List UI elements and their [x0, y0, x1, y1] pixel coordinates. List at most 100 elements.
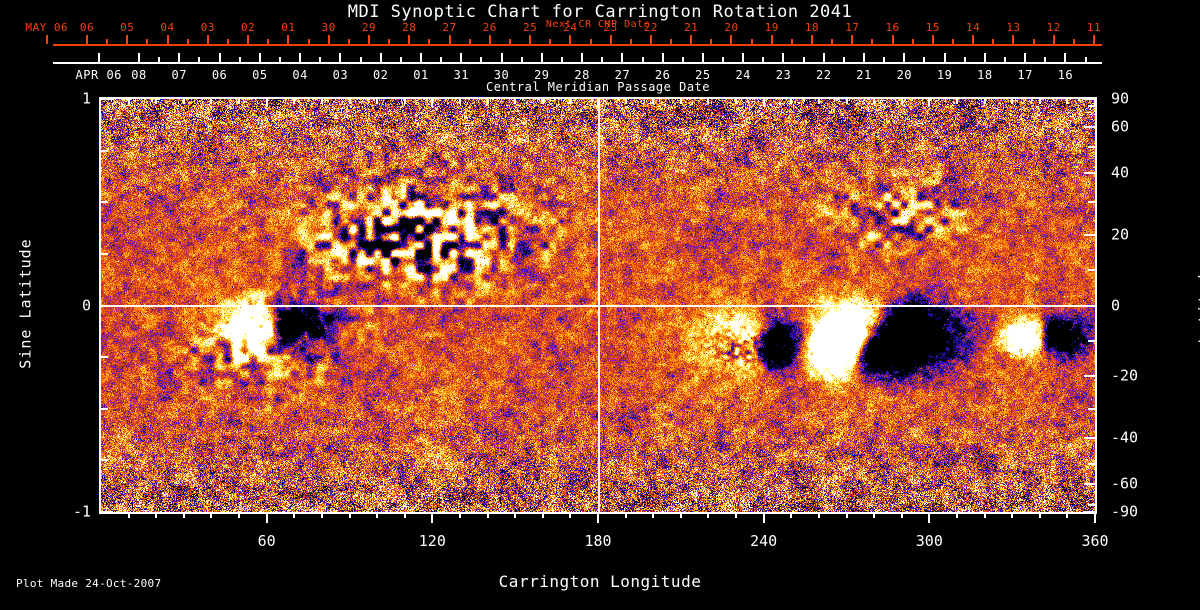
x-tick-top	[127, 99, 130, 104]
next-cr-date-label: 22	[643, 21, 659, 34]
x-tick-top	[928, 99, 931, 107]
cmp-tick-major	[983, 53, 986, 62]
plot-frame-right	[1095, 97, 1097, 514]
next-cr-tick-major	[166, 35, 169, 44]
next-cr-tick-minor	[710, 39, 713, 44]
x-tick	[348, 512, 351, 518]
cmp-tick-major	[258, 53, 261, 62]
cmp-tick-minor	[480, 57, 483, 62]
y-tick-right-minor	[1088, 340, 1096, 343]
x-tick	[1038, 512, 1041, 518]
cmp-tick-major	[782, 53, 785, 62]
y-tick-left	[101, 304, 113, 307]
cmp-tick-minor	[399, 57, 402, 62]
next-cr-date-label: 13	[1006, 21, 1021, 34]
cmp-date-label: 05	[252, 68, 268, 82]
next-cr-date-label: 03	[200, 21, 215, 34]
x-tick	[403, 512, 406, 518]
cmp-date-label: 01	[413, 68, 429, 82]
cmp-date-label: 23	[775, 68, 792, 82]
next-cr-date-label: 16	[885, 21, 900, 34]
next-cr-date-label: 02	[240, 21, 256, 34]
y-tick-right	[1084, 437, 1096, 440]
cmp-date-label: 02	[372, 68, 389, 82]
next-cr-date-label: 27	[442, 21, 457, 34]
y-tick-left	[101, 149, 108, 152]
cmp-tick-major	[742, 53, 745, 62]
x-tick-top	[458, 99, 461, 104]
y-tick-label-right: 90	[1111, 89, 1130, 108]
x-tick-top	[569, 99, 572, 104]
cmp-tick-minor	[923, 57, 926, 62]
x-tick	[376, 512, 379, 518]
cmp-tick-minor	[641, 57, 644, 62]
next-cr-tick-major	[408, 35, 411, 44]
x-tick-top	[900, 99, 903, 104]
cmp-tick-major	[419, 53, 422, 62]
y-tick-right-minor	[1088, 201, 1096, 204]
cmp-tick-major	[379, 53, 382, 62]
x-tick-label: 60	[257, 532, 276, 550]
next-cr-date-label: 12	[1046, 21, 1061, 34]
next-cr-tick-minor	[750, 39, 753, 44]
x-tick-top	[1011, 99, 1014, 104]
cmp-date-label: 16	[1057, 68, 1074, 82]
cmp-tick-major	[299, 53, 302, 62]
x-tick-top	[238, 99, 241, 104]
x-tick	[652, 512, 655, 518]
next-cr-date-label: 14	[966, 21, 981, 34]
y-tick-right	[1084, 171, 1096, 174]
next-cr-tick-major	[529, 35, 532, 44]
x-tick	[1094, 512, 1096, 523]
cmp-tick-major	[581, 53, 584, 62]
x-tick	[762, 512, 765, 523]
y-tick-right	[1084, 511, 1096, 513]
plot-frame-left	[99, 97, 101, 514]
next-cr-date-label: 06	[79, 21, 95, 34]
next-cr-tick-major	[1093, 35, 1095, 44]
y-tick-right	[1084, 98, 1096, 100]
cmp-tick-major	[460, 53, 463, 62]
x-tick-top	[762, 99, 765, 107]
cmp-date-label: 04	[292, 68, 308, 82]
y-tick-left	[101, 356, 108, 359]
next-cr-tick-minor	[226, 39, 229, 44]
y-tick-left	[101, 201, 108, 204]
cmp-tick-major	[1024, 53, 1027, 62]
x-tick	[707, 512, 710, 518]
next-cr-date-label: 21	[684, 21, 699, 34]
x-tick	[127, 512, 130, 518]
cmp-tick-major	[138, 53, 140, 62]
x-tick-top	[652, 99, 655, 104]
cmp-lead-label: APR 06	[75, 68, 122, 82]
next-cr-tick-major	[609, 35, 612, 44]
x-tick-top	[541, 99, 544, 104]
y-tick-label-left: -1	[72, 502, 91, 521]
next-cr-tick-major	[770, 35, 773, 44]
x-tick	[900, 512, 903, 518]
next-cr-tick-minor	[790, 39, 793, 44]
cmp-tick-minor	[158, 57, 161, 62]
x-tick	[1066, 512, 1069, 518]
y-tick-left	[101, 459, 108, 462]
cmp-tick-minor	[963, 57, 966, 62]
cmp-date-label: 18	[977, 68, 993, 82]
cmp-tick-major	[661, 53, 664, 62]
y-tick-label-left: 0	[81, 296, 91, 314]
y-tick-label-right: -20	[1111, 366, 1139, 385]
next-cr-date-label: 28	[402, 21, 417, 34]
cmp-tick-major	[97, 53, 100, 62]
x-tick	[679, 512, 682, 518]
x-tick-top	[817, 99, 820, 104]
x-tick-top	[597, 99, 599, 107]
x-tick-top	[735, 99, 738, 104]
plot-made-stamp: Plot Made 24-Oct-2007	[16, 577, 162, 590]
cmp-date-label: 24	[735, 68, 751, 82]
x-tick-top	[182, 99, 185, 104]
x-tick-top	[265, 99, 268, 107]
cmp-tick-minor	[762, 57, 765, 62]
central-meridian-passage-label: Central Meridian Passage Date	[485, 80, 711, 94]
y-tick-right	[1084, 483, 1096, 486]
cmp-tick-minor	[520, 57, 523, 62]
